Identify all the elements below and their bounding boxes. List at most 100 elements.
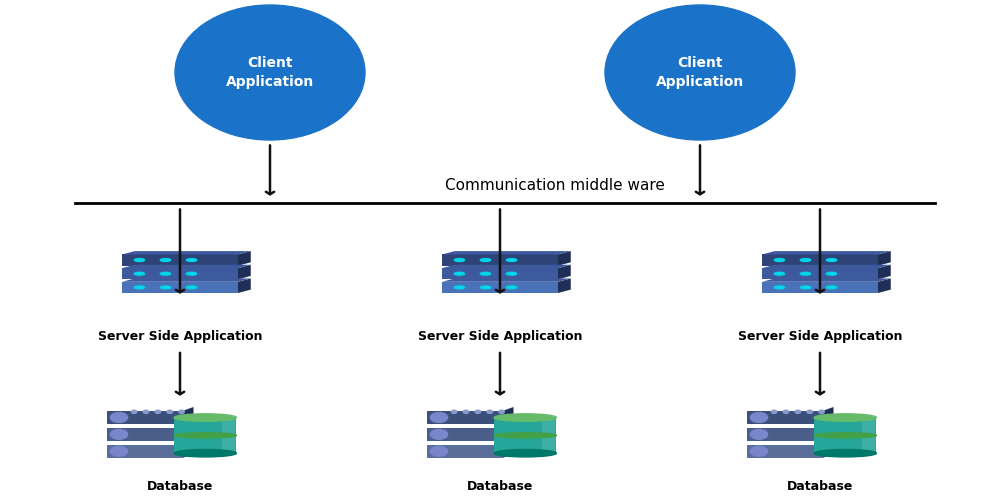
Ellipse shape (134, 258, 145, 262)
Polygon shape (183, 440, 194, 458)
Polygon shape (762, 265, 891, 268)
Ellipse shape (750, 430, 768, 440)
Polygon shape (183, 407, 194, 424)
Ellipse shape (800, 258, 811, 262)
Ellipse shape (143, 410, 149, 414)
FancyBboxPatch shape (747, 411, 823, 424)
FancyBboxPatch shape (862, 420, 875, 452)
Polygon shape (503, 440, 514, 458)
Polygon shape (823, 407, 833, 424)
Polygon shape (122, 278, 251, 282)
FancyBboxPatch shape (222, 420, 235, 452)
Ellipse shape (463, 410, 469, 414)
Ellipse shape (814, 414, 876, 422)
Ellipse shape (480, 272, 491, 275)
FancyBboxPatch shape (427, 411, 503, 424)
Ellipse shape (454, 258, 465, 262)
Ellipse shape (174, 450, 236, 457)
Ellipse shape (800, 286, 811, 289)
FancyBboxPatch shape (762, 268, 878, 280)
Polygon shape (503, 407, 514, 424)
Polygon shape (762, 251, 891, 254)
Ellipse shape (186, 258, 197, 262)
FancyBboxPatch shape (107, 428, 183, 441)
Ellipse shape (826, 272, 837, 275)
Polygon shape (823, 424, 833, 441)
Ellipse shape (826, 258, 837, 262)
FancyBboxPatch shape (427, 428, 503, 441)
FancyBboxPatch shape (442, 282, 558, 293)
FancyBboxPatch shape (107, 411, 183, 424)
FancyBboxPatch shape (122, 282, 238, 293)
Text: Server Side Application: Server Side Application (98, 330, 262, 343)
Ellipse shape (480, 258, 491, 262)
Polygon shape (558, 265, 571, 280)
Polygon shape (122, 265, 251, 268)
Ellipse shape (807, 410, 812, 414)
Ellipse shape (819, 410, 824, 414)
Polygon shape (878, 251, 891, 266)
FancyBboxPatch shape (122, 268, 238, 280)
Ellipse shape (454, 286, 465, 289)
FancyBboxPatch shape (814, 418, 876, 453)
Ellipse shape (160, 286, 171, 289)
Text: Database: Database (467, 480, 533, 493)
Text: Client
Application: Client Application (656, 56, 744, 88)
Ellipse shape (750, 412, 768, 422)
FancyBboxPatch shape (107, 444, 183, 458)
Ellipse shape (131, 410, 137, 414)
Polygon shape (442, 265, 571, 268)
Ellipse shape (506, 258, 517, 262)
Ellipse shape (175, 5, 365, 140)
Ellipse shape (605, 5, 795, 140)
Ellipse shape (155, 410, 161, 414)
Ellipse shape (134, 272, 145, 275)
Ellipse shape (750, 446, 768, 456)
Ellipse shape (506, 272, 517, 275)
Text: Communication middle ware: Communication middle ware (445, 178, 665, 192)
Text: Server Side Application: Server Side Application (418, 330, 582, 343)
FancyBboxPatch shape (174, 418, 236, 453)
Ellipse shape (186, 286, 197, 289)
Polygon shape (442, 278, 571, 282)
Ellipse shape (771, 410, 777, 414)
Polygon shape (183, 424, 194, 441)
Ellipse shape (783, 410, 789, 414)
Ellipse shape (814, 433, 876, 438)
FancyBboxPatch shape (747, 428, 823, 441)
Ellipse shape (174, 414, 236, 422)
Ellipse shape (110, 446, 128, 456)
Polygon shape (442, 251, 571, 254)
FancyBboxPatch shape (542, 420, 555, 452)
Ellipse shape (800, 272, 811, 275)
FancyBboxPatch shape (747, 444, 823, 458)
Ellipse shape (430, 430, 448, 440)
Ellipse shape (487, 410, 492, 414)
Polygon shape (122, 251, 251, 254)
Polygon shape (238, 265, 251, 280)
Ellipse shape (454, 272, 465, 275)
Ellipse shape (774, 286, 785, 289)
Ellipse shape (451, 410, 457, 414)
Polygon shape (823, 440, 833, 458)
Ellipse shape (475, 410, 481, 414)
Ellipse shape (506, 286, 517, 289)
FancyBboxPatch shape (762, 254, 878, 266)
Ellipse shape (167, 410, 172, 414)
FancyBboxPatch shape (442, 254, 558, 266)
Ellipse shape (774, 272, 785, 275)
Ellipse shape (160, 272, 171, 275)
Text: Client
Application: Client Application (226, 56, 314, 88)
Text: Server Side Application: Server Side Application (738, 330, 902, 343)
Ellipse shape (110, 412, 128, 422)
FancyBboxPatch shape (442, 268, 558, 280)
Polygon shape (558, 278, 571, 293)
Ellipse shape (160, 258, 171, 262)
Ellipse shape (795, 410, 801, 414)
Ellipse shape (814, 450, 876, 457)
Ellipse shape (174, 433, 236, 438)
Ellipse shape (826, 286, 837, 289)
Text: Database: Database (787, 480, 853, 493)
Text: Database: Database (147, 480, 213, 493)
Polygon shape (503, 424, 514, 441)
